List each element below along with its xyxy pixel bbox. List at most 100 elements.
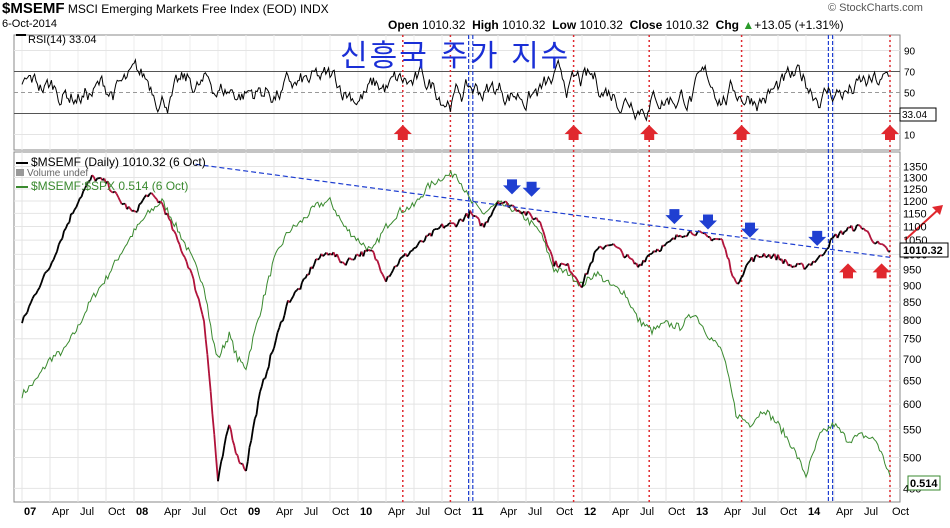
price-series-segment xyxy=(602,246,606,250)
price-series-segment xyxy=(881,243,884,246)
x-tick-label: 13 xyxy=(696,506,708,518)
price-series-segment xyxy=(353,254,358,260)
y-tick-label: 600 xyxy=(903,399,921,411)
y-tick-label: 550 xyxy=(903,425,921,437)
price-series-segment xyxy=(203,321,207,340)
x-tick-label: 07 xyxy=(24,506,36,518)
price-series-segment xyxy=(197,298,202,308)
price-series-segment xyxy=(737,281,741,285)
price-series-segment xyxy=(432,228,436,231)
price-series-segment xyxy=(817,254,821,259)
rsi-tick-label: 10 xyxy=(904,131,916,142)
x-tick-label: Oct xyxy=(668,506,685,518)
x-tick-label: Apr xyxy=(276,506,293,518)
chart-header: $MSEMF MSCI Emerging Markets Free Index … xyxy=(2,0,329,17)
price-series-segment xyxy=(662,244,665,247)
brand-label: © StockCharts.com xyxy=(828,2,923,14)
price-series-segment xyxy=(397,258,401,265)
price-series-segment xyxy=(406,253,410,258)
price-series-segment xyxy=(263,377,266,380)
open-label: Open xyxy=(388,18,419,32)
price-series-segment xyxy=(196,294,200,300)
price-series-segment xyxy=(157,200,161,204)
price-series-segment xyxy=(821,253,824,257)
overlay-title: 신흥국 주가 지수 xyxy=(340,39,571,74)
volume-bars-icon xyxy=(16,169,24,176)
high-value: 1010.32 xyxy=(502,18,546,32)
price-series-segment xyxy=(733,277,737,283)
price-series-segment xyxy=(161,202,165,209)
x-tick-label: Oct xyxy=(892,506,909,518)
price-series-segment xyxy=(187,267,191,270)
price-series-segment xyxy=(614,245,618,249)
price-series-segment xyxy=(228,424,232,431)
price-series-segment xyxy=(299,282,303,290)
price-series-segment xyxy=(230,429,234,441)
price-series-segment xyxy=(871,240,875,245)
price-series-segment xyxy=(554,260,559,268)
price-series-segment xyxy=(528,212,533,217)
x-tick-label: Apr xyxy=(500,506,517,518)
price-series-segment xyxy=(296,287,300,291)
x-tick-labels: 07 Apr Jul Oct 08 Apr Jul Oct 09 Apr Jul Oct 10 Apr Ju… xyxy=(24,506,909,518)
price-series-segment xyxy=(24,311,29,316)
price-series-segment xyxy=(740,274,744,279)
price-series-segment xyxy=(446,222,450,227)
rsi-legend: RSI(14) 33.04 xyxy=(16,34,96,46)
price-series-segment xyxy=(882,243,886,247)
price-series-segment xyxy=(501,201,504,205)
price-series-segment xyxy=(142,196,146,201)
price-series-segment xyxy=(218,461,223,471)
price-series-segment xyxy=(253,414,258,420)
legend-main-text: $MSEMF (Daily) 1010.32 (6 Oct) xyxy=(31,155,206,169)
price-series-segment xyxy=(395,263,400,268)
price-series-segment xyxy=(366,249,370,252)
price-series-segment xyxy=(826,246,830,250)
y-tick-label: 650 xyxy=(903,376,921,388)
price-series-segment xyxy=(292,291,296,297)
blue-down-arrow-icon xyxy=(741,222,759,238)
price-series-segment xyxy=(599,245,602,248)
price-series-segment xyxy=(348,257,352,260)
price-series-segment xyxy=(616,246,620,249)
price-series-segment xyxy=(588,262,592,269)
price-series-segment xyxy=(486,216,491,223)
price-series-segment xyxy=(276,327,281,334)
price-series-segment xyxy=(577,281,582,287)
open-value: 1010.32 xyxy=(422,18,466,32)
price-series-segment xyxy=(171,229,175,232)
price-series-segment xyxy=(527,210,531,214)
price-series-segment xyxy=(728,259,732,271)
price-series-segment xyxy=(499,202,503,206)
price-series-segment xyxy=(831,235,835,239)
price-series-segment xyxy=(260,378,265,387)
price-series-segment xyxy=(313,258,317,265)
price-series-segment xyxy=(280,320,284,323)
price-series-segment xyxy=(884,245,888,249)
price-series-segment xyxy=(194,289,198,296)
price-series-segment xyxy=(691,233,695,236)
price-series-segment xyxy=(38,282,43,289)
price-series-segment xyxy=(133,209,137,213)
price-series-segment xyxy=(221,445,226,457)
price-legend: $MSEMF (Daily) 1010.32 (6 Oct) Volume un… xyxy=(16,156,206,192)
price-series-segment xyxy=(597,245,601,250)
x-tick-label: Apr xyxy=(388,506,405,518)
price-series-segment xyxy=(630,257,634,261)
y-tick-label: 1100 xyxy=(903,221,927,233)
x-tick-label: Oct xyxy=(332,506,349,518)
price-series-segment xyxy=(266,366,270,372)
red-up-arrow-icon xyxy=(839,263,857,279)
price-series-segment xyxy=(267,354,272,367)
blue-down-arrow-icon xyxy=(808,230,827,246)
price-series-segment xyxy=(729,270,734,277)
price-series-segment xyxy=(681,235,684,239)
price-series-segment xyxy=(659,245,664,252)
x-tick-label: Apr xyxy=(724,506,741,518)
price-series-segment xyxy=(726,256,730,261)
price-series-segment xyxy=(611,243,614,246)
price-series-segment xyxy=(830,237,833,241)
x-tick-label: Jul xyxy=(752,506,766,518)
price-series-segment xyxy=(677,234,681,238)
price-series-segment xyxy=(814,259,818,263)
